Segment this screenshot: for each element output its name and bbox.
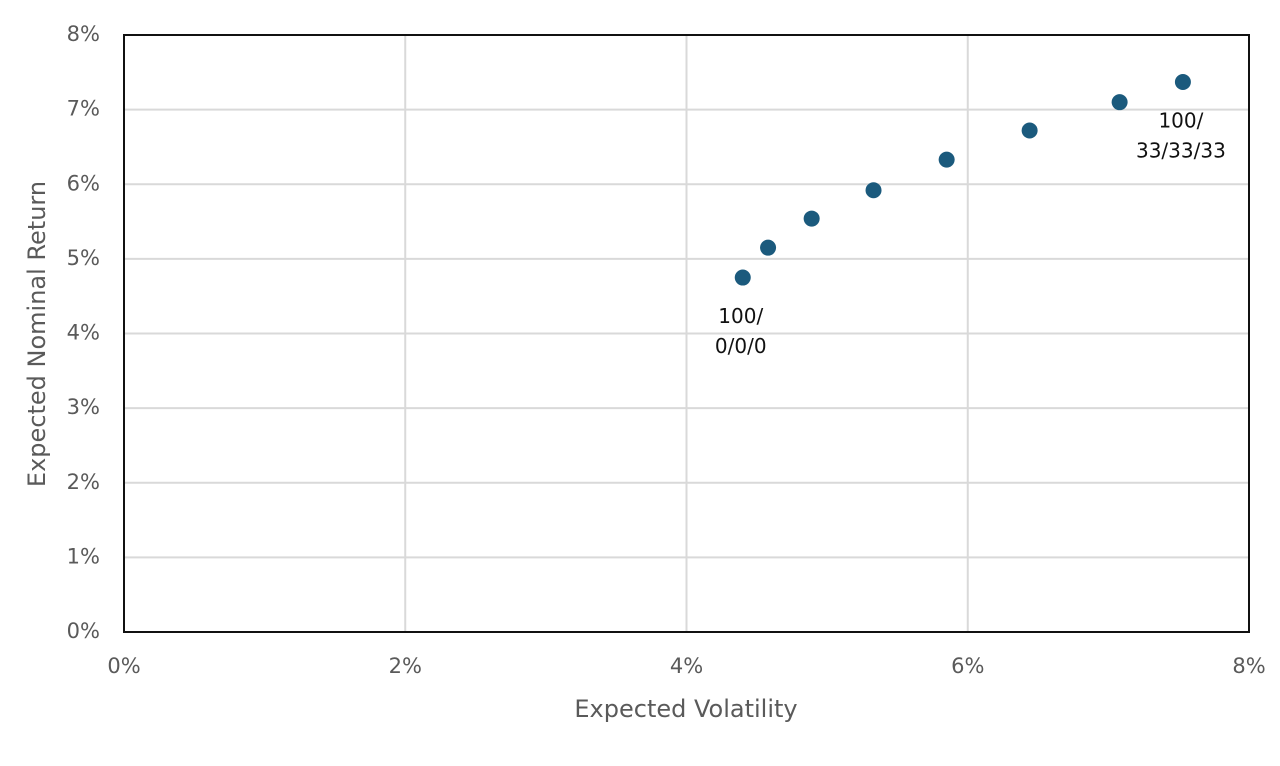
y-tick-label: 7% xyxy=(67,97,100,121)
x-tick-label: 0% xyxy=(107,654,140,678)
annotation: 0/0/0 xyxy=(715,334,767,358)
scatter-point xyxy=(865,182,882,199)
y-tick-label: 3% xyxy=(67,395,100,419)
annotation: 33/33/33 xyxy=(1136,139,1226,163)
y-tick-label: 1% xyxy=(67,544,100,568)
x-tick-label: 4% xyxy=(670,654,703,678)
scatter-point xyxy=(1021,122,1038,139)
annotation: 100/ xyxy=(1158,109,1203,133)
y-tick-label: 8% xyxy=(67,22,100,46)
scatter-point xyxy=(760,239,777,256)
scatter-point xyxy=(803,210,820,227)
x-tick-label: 6% xyxy=(951,654,984,678)
scatter-point xyxy=(1111,94,1128,111)
scatter-point xyxy=(1174,74,1191,91)
x-axis-title: Expected Volatility xyxy=(574,695,797,723)
scatter-point xyxy=(734,269,751,286)
plot-frame xyxy=(123,34,1250,633)
y-tick-label: 5% xyxy=(67,246,100,270)
y-tick-label: 2% xyxy=(67,470,100,494)
annotation: 100/ xyxy=(718,304,763,328)
x-tick-label: 2% xyxy=(389,654,422,678)
x-tick-label: 8% xyxy=(1232,654,1265,678)
y-tick-label: 6% xyxy=(67,171,100,195)
scatter-point xyxy=(938,151,955,168)
y-tick-label: 0% xyxy=(67,619,100,643)
y-axis-title: Expected Nominal Return xyxy=(23,181,51,487)
y-tick-label: 4% xyxy=(67,321,100,345)
